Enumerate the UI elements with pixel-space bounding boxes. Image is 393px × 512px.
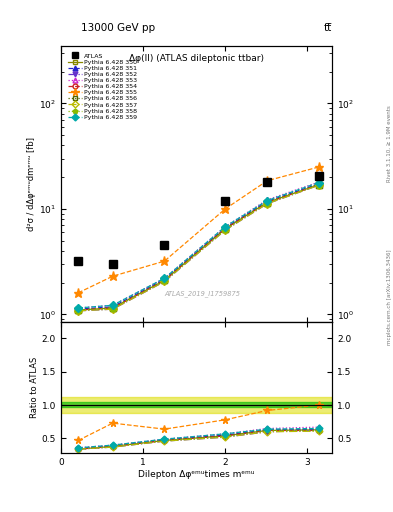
Pythia 6.428 351 bbox=[265, 198, 270, 204]
Pythia 6.428 351 bbox=[76, 306, 81, 312]
Pythia 6.428 355 bbox=[76, 290, 81, 296]
Pythia 6.428 359 bbox=[317, 179, 321, 185]
Pythia 6.428 354 bbox=[265, 200, 270, 206]
Line: Pythia 6.428 356: Pythia 6.428 356 bbox=[75, 181, 322, 313]
Pythia 6.428 357 bbox=[223, 227, 228, 233]
Pythia 6.428 355 bbox=[223, 206, 228, 212]
Pythia 6.428 357 bbox=[317, 182, 321, 188]
Pythia 6.428 355 bbox=[317, 164, 321, 170]
Pythia 6.428 356 bbox=[265, 200, 270, 206]
Pythia 6.428 350 bbox=[223, 226, 228, 232]
Pythia 6.428 356 bbox=[76, 307, 81, 313]
Pythia 6.428 359 bbox=[162, 275, 167, 281]
Line: Pythia 6.428 358: Pythia 6.428 358 bbox=[75, 181, 322, 313]
Legend: ATLAS, Pythia 6.428 350, Pythia 6.428 351, Pythia 6.428 352, Pythia 6.428 353, P: ATLAS, Pythia 6.428 350, Pythia 6.428 35… bbox=[67, 52, 139, 121]
Y-axis label: d²σ / dΔφᵉᵐᵘdmᵉᵐᵘ [fb]: d²σ / dΔφᵉᵐᵘdmᵉᵐᵘ [fb] bbox=[27, 137, 36, 231]
Line: Pythia 6.428 352: Pythia 6.428 352 bbox=[75, 182, 322, 314]
Pythia 6.428 355 bbox=[265, 178, 270, 184]
Pythia 6.428 350 bbox=[110, 305, 115, 311]
Pythia 6.428 358 bbox=[162, 278, 167, 284]
ATLAS bbox=[265, 179, 270, 185]
Pythia 6.428 356 bbox=[110, 305, 115, 311]
Pythia 6.428 352 bbox=[265, 201, 270, 207]
Pythia 6.428 354 bbox=[223, 226, 228, 232]
Pythia 6.428 357 bbox=[76, 308, 81, 314]
Pythia 6.428 358 bbox=[317, 182, 321, 188]
Pythia 6.428 350 bbox=[317, 182, 321, 188]
Pythia 6.428 351 bbox=[317, 181, 321, 187]
Pythia 6.428 351 bbox=[110, 304, 115, 310]
Pythia 6.428 358 bbox=[110, 305, 115, 311]
Pythia 6.428 353 bbox=[265, 197, 270, 203]
X-axis label: Dilepton Δφᵉᵐᵘtimes mᵉᵐᵘ: Dilepton Δφᵉᵐᵘtimes mᵉᵐᵘ bbox=[138, 470, 255, 479]
ATLAS bbox=[317, 173, 321, 179]
Pythia 6.428 354 bbox=[76, 307, 81, 313]
Text: 13000 GeV pp: 13000 GeV pp bbox=[81, 23, 155, 33]
Pythia 6.428 353 bbox=[162, 275, 167, 281]
Pythia 6.428 353 bbox=[317, 179, 321, 185]
Pythia 6.428 354 bbox=[317, 182, 321, 188]
Pythia 6.428 359 bbox=[76, 305, 81, 311]
Pythia 6.428 357 bbox=[162, 279, 167, 285]
Pythia 6.428 358 bbox=[265, 200, 270, 206]
ATLAS bbox=[110, 261, 115, 267]
Line: Pythia 6.428 351: Pythia 6.428 351 bbox=[75, 181, 322, 312]
Pythia 6.428 355 bbox=[110, 273, 115, 280]
Pythia 6.428 358 bbox=[76, 307, 81, 313]
Pythia 6.428 352 bbox=[110, 306, 115, 312]
Pythia 6.428 351 bbox=[223, 225, 228, 231]
Line: ATLAS: ATLAS bbox=[74, 172, 323, 268]
Pythia 6.428 353 bbox=[223, 224, 228, 230]
Text: tt̅: tt̅ bbox=[324, 23, 332, 33]
Pythia 6.428 357 bbox=[110, 306, 115, 312]
Text: mcplots.cern.ch [arXiv:1306.3436]: mcplots.cern.ch [arXiv:1306.3436] bbox=[387, 249, 392, 345]
ATLAS bbox=[76, 258, 81, 264]
ATLAS bbox=[162, 242, 167, 248]
Pythia 6.428 354 bbox=[110, 305, 115, 311]
Y-axis label: Ratio to ATLAS: Ratio to ATLAS bbox=[30, 357, 39, 418]
Line: Pythia 6.428 359: Pythia 6.428 359 bbox=[75, 179, 322, 311]
Pythia 6.428 352 bbox=[162, 279, 167, 285]
Line: Pythia 6.428 357: Pythia 6.428 357 bbox=[75, 182, 322, 314]
Pythia 6.428 356 bbox=[223, 226, 228, 232]
Bar bbox=[61, 402, 332, 407]
Pythia 6.428 359 bbox=[265, 198, 270, 204]
Pythia 6.428 350 bbox=[76, 307, 81, 313]
Pythia 6.428 355 bbox=[162, 258, 167, 264]
Line: Pythia 6.428 353: Pythia 6.428 353 bbox=[75, 179, 322, 311]
ATLAS bbox=[223, 198, 228, 204]
Pythia 6.428 350 bbox=[265, 200, 270, 206]
Pythia 6.428 354 bbox=[162, 278, 167, 284]
Pythia 6.428 352 bbox=[223, 227, 228, 233]
Line: Pythia 6.428 355: Pythia 6.428 355 bbox=[73, 162, 323, 297]
Pythia 6.428 351 bbox=[162, 276, 167, 283]
Pythia 6.428 359 bbox=[110, 302, 115, 308]
Pythia 6.428 350 bbox=[162, 278, 167, 284]
Pythia 6.428 352 bbox=[76, 308, 81, 314]
Pythia 6.428 352 bbox=[317, 182, 321, 188]
Line: Pythia 6.428 350: Pythia 6.428 350 bbox=[75, 181, 322, 313]
Text: Rivet 3.1.10, ≥ 1.9M events: Rivet 3.1.10, ≥ 1.9M events bbox=[387, 105, 392, 182]
Pythia 6.428 356 bbox=[162, 278, 167, 284]
Pythia 6.428 358 bbox=[223, 226, 228, 232]
Pythia 6.428 357 bbox=[265, 201, 270, 207]
Line: Pythia 6.428 354: Pythia 6.428 354 bbox=[75, 181, 322, 313]
Pythia 6.428 353 bbox=[110, 302, 115, 308]
Pythia 6.428 353 bbox=[76, 305, 81, 311]
Pythia 6.428 359 bbox=[223, 224, 228, 230]
Text: ATLAS_2019_I1759875: ATLAS_2019_I1759875 bbox=[164, 290, 240, 297]
Bar bbox=[61, 397, 332, 413]
Text: Δφ(ll) (ATLAS dileptonic ttbar): Δφ(ll) (ATLAS dileptonic ttbar) bbox=[129, 54, 264, 63]
Pythia 6.428 356 bbox=[317, 182, 321, 188]
